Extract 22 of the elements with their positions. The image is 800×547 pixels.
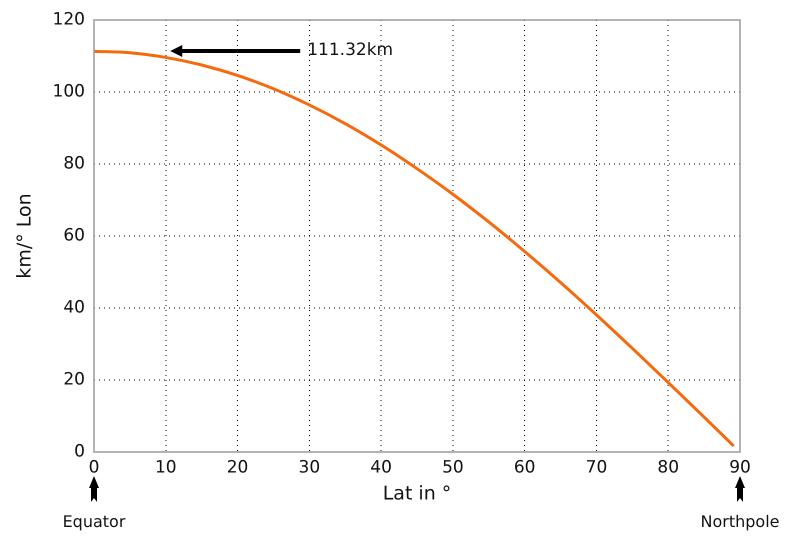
x-axis-title: Lat in °: [382, 482, 452, 505]
x-tick-label: 10: [154, 458, 177, 478]
y-tick-label: 0: [74, 441, 85, 462]
x-tick-label: 20: [226, 458, 248, 478]
y-tick-label: 100: [52, 81, 85, 102]
text: Equator: [62, 512, 126, 532]
x-tick-label: 30: [298, 458, 320, 478]
x-tick-label: 0: [88, 458, 100, 478]
x-tick-label: 70: [586, 458, 608, 478]
y-tick-label: 20: [63, 369, 85, 390]
y-tick-label: 60: [63, 225, 85, 246]
y-axis-title: km/° Lon: [13, 193, 36, 279]
y-tick-label: 40: [63, 297, 85, 318]
annotation: 111.32km: [307, 40, 394, 60]
x-tick-label: 50: [442, 458, 464, 478]
y-tick-label: 80: [63, 153, 85, 174]
x-tick-label: 40: [370, 458, 392, 478]
text: Northpole: [700, 512, 780, 532]
x-tick-label: 60: [514, 458, 536, 478]
x-tick-label: 80: [657, 458, 680, 478]
x-tick-label: 90: [729, 458, 751, 478]
y-tick-label: 120: [52, 9, 85, 30]
